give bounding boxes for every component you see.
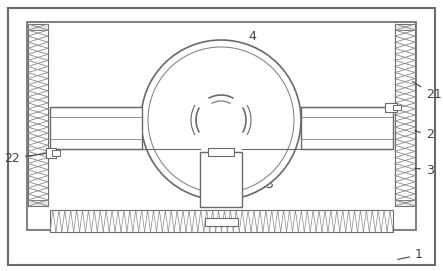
Bar bbox=[52, 150, 60, 156]
Bar bbox=[28, 200, 48, 206]
Bar bbox=[28, 24, 48, 206]
Circle shape bbox=[141, 40, 301, 200]
Text: 3: 3 bbox=[415, 163, 434, 176]
Text: 22: 22 bbox=[4, 151, 47, 164]
Text: 2: 2 bbox=[415, 128, 434, 141]
Bar bbox=[27, 22, 416, 230]
Bar bbox=[385, 103, 397, 112]
Bar bbox=[395, 200, 415, 206]
Text: 1: 1 bbox=[398, 249, 423, 262]
Bar bbox=[301, 107, 393, 149]
Bar bbox=[200, 152, 242, 207]
Bar bbox=[208, 148, 234, 156]
Bar bbox=[393, 105, 401, 110]
Bar bbox=[50, 210, 393, 232]
Bar bbox=[395, 24, 415, 206]
Text: 23: 23 bbox=[235, 179, 274, 192]
Bar bbox=[395, 24, 415, 30]
Bar bbox=[46, 148, 56, 158]
Bar bbox=[28, 24, 48, 30]
Bar bbox=[205, 218, 238, 226]
Text: 21: 21 bbox=[412, 82, 442, 102]
Bar bbox=[50, 107, 142, 149]
Text: 4: 4 bbox=[237, 30, 256, 50]
